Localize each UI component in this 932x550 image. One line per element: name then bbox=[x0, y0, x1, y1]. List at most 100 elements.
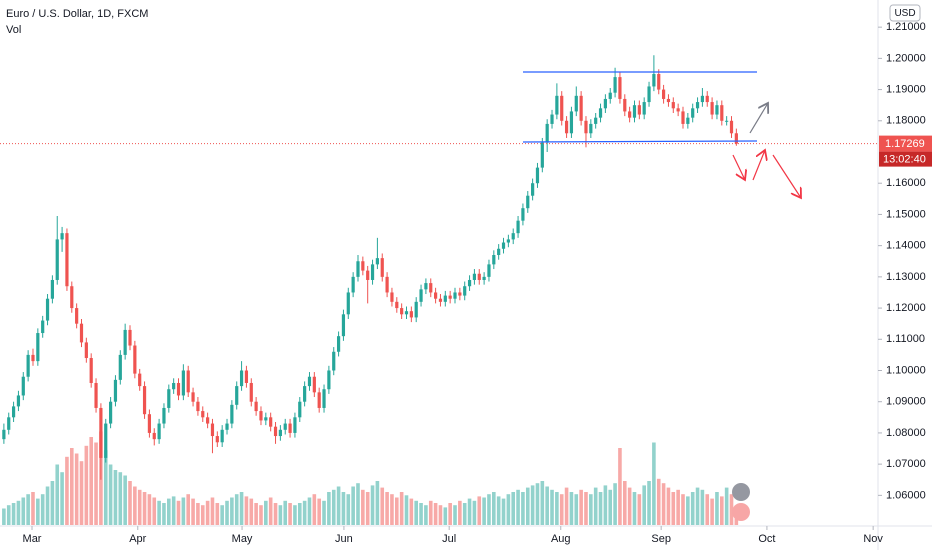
candle-body bbox=[239, 370, 244, 387]
volume-bar bbox=[593, 487, 598, 525]
candle-body bbox=[298, 401, 302, 418]
candle-body bbox=[404, 311, 409, 315]
volume-bar bbox=[239, 492, 244, 525]
volume-bar bbox=[598, 492, 603, 525]
volume-bar bbox=[700, 489, 705, 525]
candle-body bbox=[210, 423, 215, 437]
volume-bar bbox=[167, 498, 171, 525]
candle-body bbox=[409, 311, 413, 318]
volume-bar bbox=[642, 485, 646, 525]
volume-bar bbox=[390, 494, 394, 525]
candle-body bbox=[501, 242, 506, 249]
volume-bar bbox=[661, 483, 666, 525]
volume-bar bbox=[399, 492, 404, 525]
volume-bar bbox=[108, 464, 113, 525]
volume-bar bbox=[530, 485, 535, 525]
candle-body bbox=[361, 261, 365, 271]
chart-title: Euro / U.S. Dollar, 1D, FXCM bbox=[6, 8, 148, 20]
candle-body bbox=[424, 283, 428, 290]
candle-body bbox=[133, 345, 137, 374]
candle-body bbox=[176, 382, 181, 396]
volume-bar bbox=[346, 494, 351, 525]
volume-bar bbox=[627, 487, 632, 525]
candle-body bbox=[516, 220, 520, 234]
volume-bar bbox=[288, 503, 292, 525]
event-icon[interactable] bbox=[732, 503, 750, 521]
x-tick-label: Nov bbox=[863, 533, 883, 545]
arrow-breakdown bbox=[772, 154, 801, 198]
candle-body bbox=[346, 292, 350, 315]
volume-bar bbox=[424, 505, 428, 525]
volume-bar bbox=[225, 500, 229, 525]
candle-body bbox=[113, 379, 118, 402]
volume-bar bbox=[574, 494, 579, 525]
candle-body bbox=[579, 95, 583, 121]
candle-body bbox=[642, 102, 646, 115]
volume-bar bbox=[375, 481, 380, 525]
volume-bar bbox=[380, 487, 385, 525]
x-tick-label: May bbox=[232, 533, 253, 545]
candle-body bbox=[162, 407, 166, 424]
volume-bar bbox=[433, 503, 438, 525]
candle-body bbox=[356, 261, 360, 277]
price-tag bbox=[879, 135, 932, 152]
arrow-up bbox=[749, 103, 768, 134]
y-tick-label: 1.08000 bbox=[886, 427, 926, 439]
candle-body bbox=[206, 417, 210, 424]
volume-bar bbox=[336, 486, 341, 525]
volume-bar bbox=[273, 503, 278, 525]
candle-body bbox=[618, 77, 622, 99]
candle-body bbox=[710, 102, 714, 115]
x-tick-label: Jul bbox=[442, 533, 456, 545]
candle-body bbox=[511, 233, 515, 240]
volume-bar bbox=[133, 486, 137, 525]
y-tick-label: 1.12000 bbox=[886, 302, 926, 314]
volume-bar bbox=[259, 505, 263, 525]
currency-button[interactable] bbox=[889, 4, 921, 22]
y-tick-label: 1.07000 bbox=[886, 458, 926, 470]
candle-body bbox=[443, 295, 447, 302]
price-tag-label: 1.17269 bbox=[885, 138, 925, 150]
volume-bar bbox=[128, 481, 132, 525]
candle-body bbox=[317, 392, 321, 408]
candle-body bbox=[526, 195, 530, 209]
volume-bar bbox=[40, 494, 45, 525]
candle-body bbox=[264, 417, 268, 421]
candle-body bbox=[434, 292, 438, 299]
candle-body bbox=[45, 298, 50, 321]
volume-bar bbox=[356, 483, 360, 525]
volume-bar bbox=[724, 487, 729, 525]
volume-bar bbox=[545, 486, 549, 525]
volume-bar bbox=[69, 448, 74, 525]
volume-bar bbox=[589, 494, 593, 525]
candle-body bbox=[230, 404, 234, 424]
volume-bar bbox=[31, 492, 35, 525]
candle-body bbox=[715, 105, 719, 115]
candle-layer bbox=[2, 55, 738, 480]
volume-bar bbox=[540, 481, 545, 525]
volume-bar bbox=[472, 500, 477, 525]
candle-body bbox=[26, 354, 30, 377]
arrow-retest bbox=[752, 150, 765, 181]
candle-body bbox=[681, 111, 685, 124]
candle-body bbox=[259, 411, 263, 421]
countdown-label: 13:02:40 bbox=[883, 154, 926, 166]
candle-body bbox=[506, 239, 510, 243]
volume-bar bbox=[385, 492, 389, 525]
x-tick-label: Oct bbox=[758, 533, 775, 545]
candle-body bbox=[303, 386, 307, 402]
volume-bar bbox=[477, 496, 482, 525]
candle-body bbox=[70, 286, 74, 309]
volume-label: Vol bbox=[6, 24, 21, 36]
candle-body bbox=[477, 273, 481, 280]
candle-body bbox=[366, 270, 370, 280]
candle-body bbox=[186, 370, 190, 393]
volume-bar bbox=[622, 481, 627, 525]
candle-body bbox=[7, 417, 11, 430]
event-icon[interactable] bbox=[732, 483, 750, 501]
volume-bar bbox=[608, 489, 613, 525]
volume-bar bbox=[254, 503, 258, 525]
volume-bar bbox=[2, 508, 6, 525]
volume-bar bbox=[157, 500, 161, 525]
